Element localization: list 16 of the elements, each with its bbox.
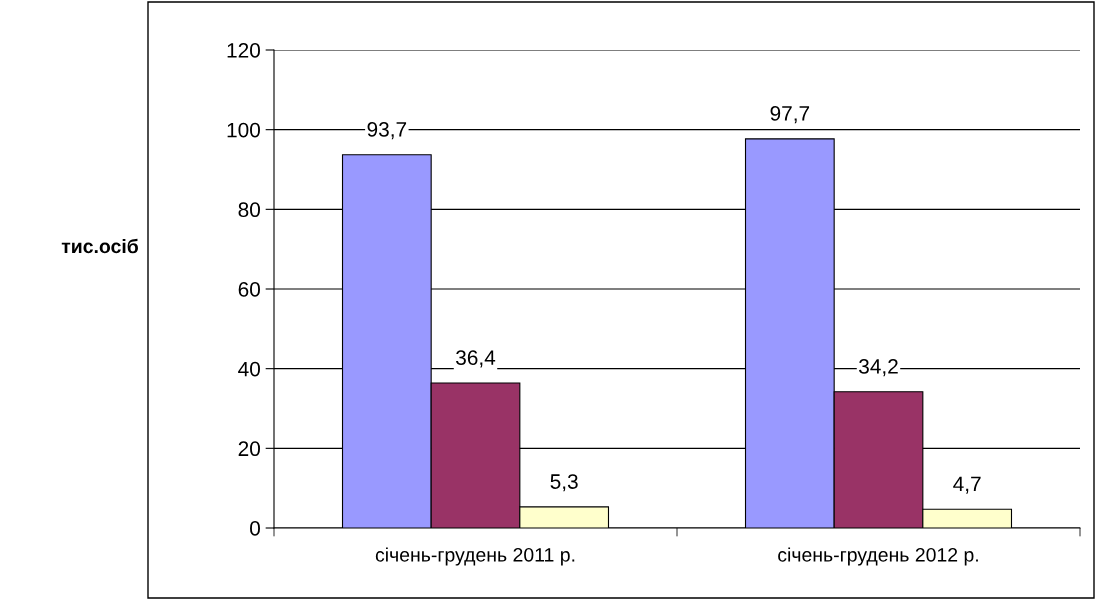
y-tick-label: 100 bbox=[227, 122, 260, 138]
x-tick-label: січень-грудень 2012 р. bbox=[778, 547, 978, 566]
y-tick-label: 120 bbox=[227, 43, 260, 58]
y-tick-label: 60 bbox=[238, 282, 260, 297]
data-label: 36,4 bbox=[456, 350, 496, 368]
y-axis-title: тис.осіб bbox=[61, 238, 138, 254]
y-tick-label: 80 bbox=[238, 202, 260, 218]
y-tick-label: 40 bbox=[238, 361, 260, 377]
data-label: 5,3 bbox=[550, 474, 578, 492]
y-tick-label: 0 bbox=[250, 521, 260, 536]
data-label: 4,7 bbox=[953, 476, 981, 494]
data-label: 93,7 bbox=[367, 122, 407, 140]
data-label: 34,2 bbox=[859, 359, 898, 377]
x-tick-label: січень-грудень 2011 р. bbox=[375, 547, 575, 566]
y-tick-label: 20 bbox=[238, 441, 260, 457]
data-label: 97,7 bbox=[770, 106, 810, 124]
